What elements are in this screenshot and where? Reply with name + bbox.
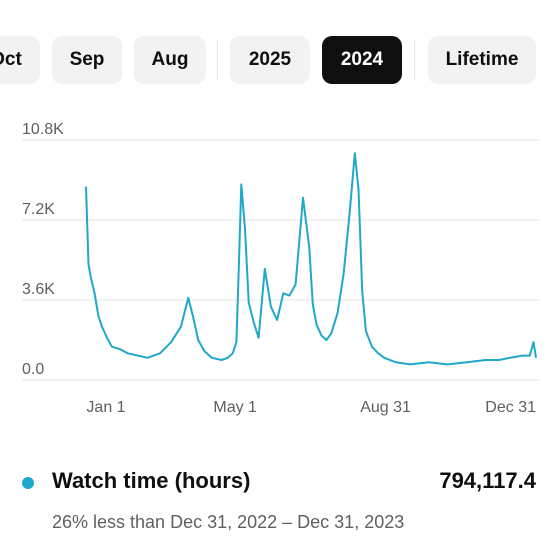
- chip-lifetime[interactable]: Lifetime: [428, 36, 536, 84]
- x-tick-label: May 1: [213, 399, 257, 416]
- y-tick-label: 0.0: [22, 361, 44, 378]
- legend-dot: [22, 477, 34, 489]
- y-tick-label: 10.8K: [22, 121, 64, 138]
- chart-gridlines: [22, 139, 540, 381]
- chart-x-axis: Jan 1 May 1 Aug 31 Dec 31: [86, 399, 536, 416]
- metric-value: 794,117.4: [439, 468, 536, 493]
- metric-summary: Watch time (hours) 794,117.4: [0, 462, 560, 502]
- chip-divider: [217, 40, 218, 80]
- date-range-filter-bar: Oct Sep Aug 2025 2024 Lifetime: [0, 36, 560, 84]
- chip-sep[interactable]: Sep: [52, 36, 122, 84]
- chart-y-axis: 0.0 3.6K 7.2K 10.8K: [22, 121, 64, 378]
- y-tick-label: 7.2K: [22, 201, 55, 218]
- chip-oct[interactable]: Oct: [0, 36, 40, 84]
- watch-time-series-line: [85, 152, 537, 366]
- comparison-text: 26% less than Dec 31, 2022 – Dec 31, 202…: [52, 512, 405, 532]
- metric-label: Watch time (hours): [52, 468, 251, 493]
- x-tick-label: Dec 31: [485, 399, 536, 416]
- chip-2024[interactable]: 2024: [322, 36, 402, 84]
- chip-divider: [414, 40, 415, 80]
- x-tick-label: Jan 1: [86, 399, 125, 416]
- watch-time-chart[interactable]: 0.0 3.6K 7.2K 10.8K Jan 1 May 1 Aug 31 Dec 31: [0, 120, 560, 420]
- y-tick-label: 3.6K: [22, 281, 55, 298]
- chip-aug[interactable]: Aug: [134, 36, 206, 84]
- chip-2025[interactable]: 2025: [230, 36, 310, 84]
- x-tick-label: Aug 31: [360, 399, 411, 416]
